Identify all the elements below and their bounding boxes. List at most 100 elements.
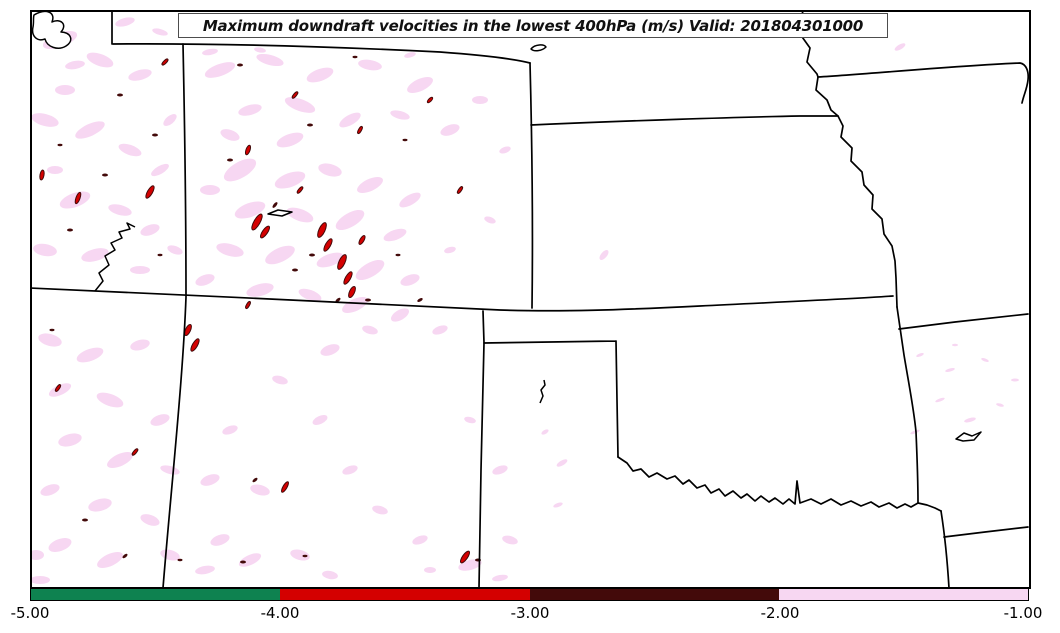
field-blob — [352, 55, 358, 59]
downdraft-field — [31, 17, 1019, 584]
field-blob — [362, 325, 378, 335]
lake-powell — [94, 222, 136, 292]
field-blob — [910, 429, 920, 435]
field-blob — [342, 465, 358, 475]
field-blob — [296, 186, 304, 194]
field-blob — [318, 163, 342, 177]
field-blob — [55, 85, 75, 95]
field-blob — [372, 505, 388, 515]
field-blob — [195, 274, 215, 286]
field-blob — [935, 397, 945, 403]
field-blob — [404, 52, 416, 58]
lake-mcconaughy — [530, 44, 547, 52]
field-blob — [96, 392, 124, 408]
colorbar-tick-label: -5.00 — [10, 604, 50, 622]
field-blob — [964, 417, 976, 423]
field-blob — [553, 502, 563, 508]
field-blob — [177, 558, 183, 562]
colorbar-tick-label: -2.00 — [760, 604, 800, 622]
field-blob — [259, 225, 271, 239]
field-blob — [152, 133, 158, 137]
field-blob — [67, 228, 73, 232]
state-border-ia-mo — [817, 62, 1030, 104]
field-blob — [322, 570, 338, 580]
field-blob — [272, 202, 278, 208]
field-blob — [440, 124, 460, 136]
field-blob — [412, 535, 428, 545]
field-blob — [365, 298, 371, 302]
field-blob — [298, 288, 322, 302]
field-blob — [238, 553, 262, 567]
field-blob — [339, 112, 361, 128]
field-blob — [390, 110, 410, 120]
field-blob — [202, 48, 218, 56]
field-blob — [238, 104, 262, 116]
field-blob — [65, 60, 85, 70]
state-border-mo-ar — [898, 313, 1029, 330]
field-blob — [190, 338, 200, 352]
field-blob — [286, 207, 314, 223]
state-border-ar-river — [943, 526, 1029, 538]
field-blob — [456, 186, 464, 194]
great-salt-lake — [31, 11, 72, 49]
arkansas-lake — [955, 431, 982, 442]
field-blob — [400, 274, 420, 286]
field-blob — [251, 213, 263, 231]
field-blob — [265, 245, 295, 265]
field-blob — [140, 224, 160, 236]
field-blob — [402, 138, 408, 142]
field-blob — [309, 253, 315, 257]
field-blob — [74, 191, 82, 205]
field-blob — [157, 253, 163, 257]
field-blob — [40, 484, 60, 496]
field-blob — [484, 216, 496, 224]
field-blob — [292, 268, 298, 272]
field-blob — [320, 344, 340, 356]
field-blob — [150, 414, 170, 426]
field-blob — [307, 123, 313, 127]
field-blob — [390, 308, 410, 322]
field-blob — [167, 245, 183, 255]
field-blob — [237, 63, 243, 67]
field-blob — [222, 425, 238, 435]
field-blob — [492, 465, 508, 475]
field-blob — [58, 433, 82, 447]
field-blob — [152, 28, 168, 36]
field-blob — [541, 429, 549, 435]
field-blob — [945, 368, 955, 372]
field-blob — [996, 403, 1004, 407]
field-blob — [115, 17, 135, 27]
colorbar-segment-pink — [778, 589, 1028, 600]
field-blob — [916, 353, 924, 357]
field-blob — [81, 248, 109, 262]
colorbar-tick-label: -4.00 — [260, 604, 300, 622]
field-blob — [343, 271, 353, 285]
field-blob — [128, 69, 152, 81]
field-blob — [502, 535, 518, 545]
field-blob — [76, 347, 104, 363]
field-blob — [274, 171, 306, 189]
field-blob — [284, 97, 316, 113]
field-blob — [281, 481, 289, 493]
field-blob — [234, 201, 266, 219]
field-blob — [200, 474, 220, 486]
colorbar — [30, 588, 1029, 601]
field-blob — [102, 173, 108, 177]
blue-mesa-reservoir — [267, 209, 293, 217]
state-border-40n — [530, 115, 839, 126]
state-border-missouri-river — [799, 11, 898, 308]
field-blob — [952, 343, 958, 347]
field-blob — [151, 163, 169, 177]
field-blob — [54, 384, 62, 392]
figure-title: Maximum downdraft velocities in the lowe… — [202, 16, 864, 35]
field-blob — [122, 553, 128, 559]
field-blob — [57, 143, 63, 147]
field-blob — [432, 325, 448, 335]
field-blob — [244, 144, 252, 156]
field-blob — [276, 132, 304, 148]
field-blob — [38, 333, 62, 347]
field-blob — [407, 76, 433, 94]
state-border-ok-panhandle — [482, 310, 619, 458]
field-blob — [195, 565, 215, 575]
state-border-109w — [162, 43, 187, 588]
